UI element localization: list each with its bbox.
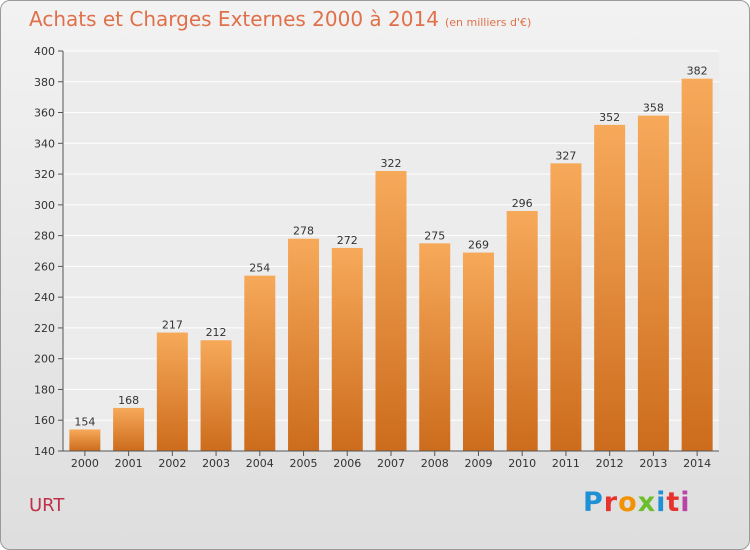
y-tick-label: 240 [34, 291, 55, 304]
logo-letter: i [656, 487, 667, 518]
y-tick-label: 260 [34, 260, 55, 273]
y-tick-label: 400 [34, 45, 55, 58]
data-label: 352 [599, 111, 620, 124]
x-tick-label: 2000 [71, 457, 99, 470]
x-tick-label: 2012 [596, 457, 624, 470]
bar [69, 429, 101, 451]
title-text: Achats et Charges Externes 2000 à 2014 [29, 7, 439, 31]
bar [200, 340, 232, 451]
x-tick-label: 2003 [202, 457, 230, 470]
x-tick-label: 2013 [639, 457, 667, 470]
x-tick-label: 2010 [508, 457, 536, 470]
y-tick-label: 360 [34, 107, 55, 120]
data-label: 269 [468, 239, 489, 252]
x-tick-label: 2002 [158, 457, 186, 470]
logo-letter: i [680, 487, 691, 518]
bar [244, 275, 276, 451]
x-tick-label: 2005 [290, 457, 318, 470]
data-label: 217 [162, 319, 183, 332]
bar [156, 332, 188, 451]
data-label: 322 [381, 157, 402, 170]
x-tick-label: 2009 [464, 457, 492, 470]
y-tick-label: 320 [34, 168, 55, 181]
y-tick-label: 340 [34, 137, 55, 150]
bar [681, 78, 713, 451]
bar [288, 238, 320, 451]
y-tick-label: 280 [34, 230, 55, 243]
data-label: 154 [74, 415, 95, 428]
x-tick-label: 2006 [333, 457, 361, 470]
chart-title: Achats et Charges Externes 2000 à 2014 (e… [29, 7, 531, 31]
x-tick-label: 2014 [683, 457, 711, 470]
x-tick-label: 2001 [115, 457, 143, 470]
bar [113, 407, 145, 451]
logo-letter: t [666, 487, 681, 518]
data-label: 278 [293, 225, 314, 238]
bar [506, 211, 538, 451]
x-tick-label: 2008 [421, 457, 449, 470]
y-tick-label: 140 [34, 445, 55, 458]
logo-letter: r [603, 487, 619, 518]
y-tick-label: 200 [34, 353, 55, 366]
proxiti-logo[interactable]: Proxiti [583, 487, 691, 518]
data-label: 327 [555, 149, 576, 162]
bar [331, 247, 363, 451]
x-tick-label: 2004 [246, 457, 274, 470]
chart-subtitle: (en milliers d'€) [444, 16, 532, 29]
bar [462, 252, 494, 451]
data-label: 168 [118, 394, 139, 407]
logo-letter: P [583, 487, 604, 518]
data-label: 382 [687, 65, 708, 78]
commune-name: URT [29, 495, 65, 516]
bar [419, 243, 451, 451]
y-tick-label: 380 [34, 76, 55, 89]
data-label: 212 [206, 326, 227, 339]
logo-letter: o [618, 487, 638, 518]
bar [594, 124, 626, 451]
bar [375, 171, 407, 451]
logo-letter: x [637, 487, 657, 518]
x-tick-label: 2011 [552, 457, 580, 470]
y-tick-label: 180 [34, 383, 55, 396]
data-label: 254 [249, 262, 270, 275]
data-label: 296 [512, 197, 533, 210]
bar [550, 163, 582, 452]
data-label: 275 [424, 229, 445, 242]
data-label: 272 [337, 234, 358, 247]
x-tick-label: 2007 [377, 457, 405, 470]
data-label: 358 [643, 102, 664, 115]
y-tick-label: 160 [34, 414, 55, 427]
y-tick-label: 300 [34, 199, 55, 212]
bar [637, 115, 669, 451]
y-tick-label: 220 [34, 322, 55, 335]
